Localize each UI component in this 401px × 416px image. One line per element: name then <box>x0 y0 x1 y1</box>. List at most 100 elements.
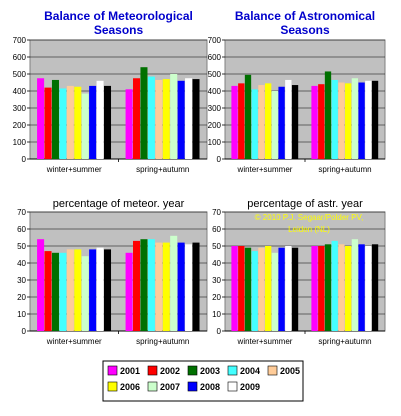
y-tick-label: 600 <box>13 53 27 62</box>
bar <box>231 85 238 159</box>
legend-swatch <box>107 381 118 392</box>
legend-swatch <box>267 365 278 376</box>
bar <box>96 80 104 159</box>
bar <box>285 246 292 331</box>
x-tick-label: spring+autumn <box>136 337 189 346</box>
bar <box>125 89 133 159</box>
legend-label: 2009 <box>240 382 260 392</box>
bar <box>66 85 74 159</box>
bar <box>74 86 82 159</box>
x-tick-label: spring+autumn <box>136 165 189 174</box>
bar <box>271 91 279 159</box>
bar <box>318 246 325 331</box>
bar <box>192 79 200 159</box>
chart-title: Seasons <box>94 23 144 37</box>
y-tick-label: 50 <box>212 242 221 251</box>
chart-panel: percentage of meteor. year 0 10 20 30 40 50 60 7… <box>17 198 208 346</box>
y-tick-label: 10 <box>17 310 26 319</box>
bar <box>177 80 185 159</box>
bar <box>331 79 338 159</box>
legend-label: 2005 <box>280 366 300 376</box>
bar <box>170 235 178 331</box>
bar <box>81 256 89 331</box>
bar <box>365 246 372 331</box>
legend-label: 2002 <box>160 366 180 376</box>
bar <box>331 240 338 331</box>
bar <box>103 249 112 331</box>
bar <box>338 82 345 159</box>
bar <box>345 246 352 331</box>
bar <box>162 79 170 159</box>
y-tick-label: 40 <box>17 259 26 268</box>
x-tick-label: winter+summer <box>237 165 293 174</box>
chart-title: Balance of Astronomical <box>235 9 375 23</box>
y-tick-label: 60 <box>17 225 26 234</box>
bar <box>51 252 59 331</box>
y-tick-label: 40 <box>212 259 221 268</box>
annotation-text: Leiden (NL) <box>288 225 330 234</box>
bar <box>103 85 112 159</box>
bar <box>278 86 285 159</box>
chart-title: percentage of meteor. year <box>53 198 185 210</box>
bar <box>59 252 67 331</box>
legend-label: 2008 <box>200 382 220 392</box>
legend-label: 2001 <box>120 366 140 376</box>
bar <box>37 239 45 331</box>
y-tick-label: 70 <box>17 208 26 217</box>
legend-label: 2007 <box>160 382 180 392</box>
y-tick-label: 0 <box>217 155 222 164</box>
bar <box>238 83 245 159</box>
legend-swatch <box>147 365 158 376</box>
y-tick-label: 20 <box>17 293 26 302</box>
bar <box>59 88 67 159</box>
bar <box>185 244 193 331</box>
y-tick-label: 300 <box>208 104 222 113</box>
bar <box>155 79 163 159</box>
bar <box>140 67 148 159</box>
bar <box>89 249 97 331</box>
chart-title: Balance of Meteorological <box>44 9 193 23</box>
x-tick-label: winter+summer <box>46 165 102 174</box>
bar <box>44 87 52 159</box>
legend-swatch <box>147 381 158 392</box>
bar <box>51 79 59 159</box>
x-tick-label: winter+summer <box>237 337 293 346</box>
bar <box>358 82 365 159</box>
bar <box>311 246 318 331</box>
legend-label: 2004 <box>240 366 260 376</box>
bar <box>147 239 155 331</box>
bar <box>371 80 379 159</box>
bar <box>170 74 178 159</box>
bar <box>192 242 200 331</box>
bar <box>89 85 97 159</box>
legend-swatch <box>227 365 238 376</box>
bar <box>318 84 325 159</box>
bar <box>244 74 252 159</box>
y-tick-label: 100 <box>13 138 27 147</box>
legend-swatch <box>107 365 118 376</box>
y-tick-label: 400 <box>13 87 27 96</box>
bar <box>351 239 359 331</box>
bar <box>311 85 318 159</box>
y-tick-label: 200 <box>208 121 222 130</box>
y-tick-label: 50 <box>17 242 26 251</box>
bar <box>244 247 252 331</box>
chart-panel: percentage of astr. year 0 10 20 30 40 50 60 70 w… <box>212 198 386 346</box>
bar <box>44 251 52 331</box>
bar <box>324 71 332 159</box>
y-tick-label: 30 <box>212 276 221 285</box>
y-tick-label: 60 <box>212 225 221 234</box>
bar <box>185 78 193 159</box>
y-tick-label: 500 <box>13 70 27 79</box>
bar <box>345 83 352 159</box>
bar <box>37 78 45 159</box>
bar <box>358 244 365 331</box>
bar <box>251 251 258 331</box>
y-tick-label: 200 <box>13 121 27 130</box>
legend-swatch <box>187 381 198 392</box>
bar <box>258 247 265 331</box>
bar <box>231 246 238 331</box>
